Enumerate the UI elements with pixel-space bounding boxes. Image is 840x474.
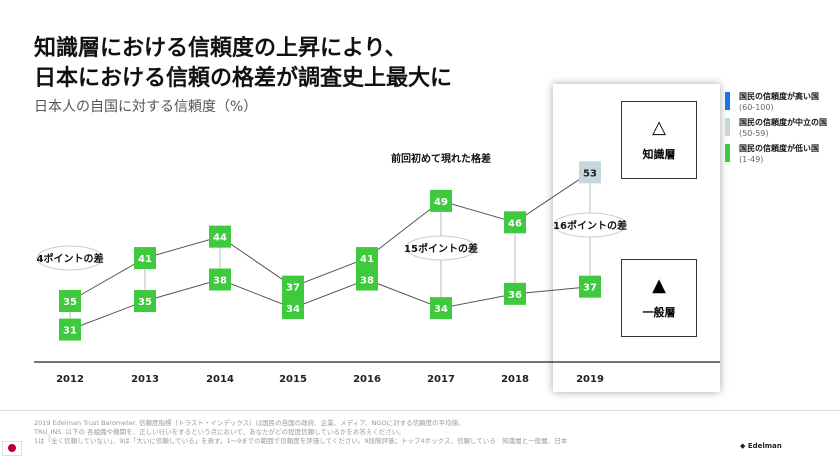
data-point: [430, 297, 452, 320]
data-point: [430, 189, 452, 212]
data-label: 46: [508, 218, 522, 229]
gap-annotation: 15ポイントの差: [404, 242, 478, 255]
data-label: 34: [434, 304, 448, 315]
data-point: [59, 318, 81, 341]
title-line-2: 日本における信頼の格差が調査史上最大に: [34, 66, 453, 91]
data-label: 35: [138, 297, 152, 308]
logo-text: Edelman: [747, 442, 782, 450]
legend-label: 国民の信頼度が低い国: [739, 144, 819, 153]
data-point: [134, 247, 156, 270]
series-line-1: [69, 279, 591, 331]
legend-item: 国民の信頼度が中立の国 (50-59): [725, 117, 827, 139]
x-tick-label: 2016: [353, 374, 381, 385]
informed-label: 知識層: [642, 148, 676, 161]
data-label: 34: [286, 304, 300, 315]
x-tick-label: 2017: [427, 374, 455, 385]
data-point: [504, 282, 526, 305]
gap-annotation-bubble: [405, 235, 477, 261]
data-label: 37: [583, 283, 597, 294]
data-point: [356, 247, 378, 270]
x-tick-label: 2019: [576, 374, 604, 385]
data-point: [579, 275, 601, 298]
data-label: 44: [213, 233, 227, 244]
x-tick-label: 2013: [131, 374, 159, 385]
data-label: 53: [583, 168, 597, 179]
data-label: 49: [434, 197, 448, 208]
legend-label: 国民の信頼度が高い国: [739, 92, 819, 101]
footnote-line: 1は「全く信頼していない」、9は「大いに信頼している」を表す。1～9までの範囲で…: [34, 437, 568, 445]
title-line-1: 知識層における信頼度の上昇により、: [34, 36, 407, 61]
data-point: [579, 161, 601, 184]
gap-annotation: 4ポイントの差: [37, 252, 104, 265]
first-gap-annotation: 前回初めて現れた格差: [391, 152, 491, 165]
x-tick-label: 2015: [279, 374, 307, 385]
data-point: [282, 297, 304, 320]
data-point: [356, 268, 378, 291]
general-label: 一般層: [642, 306, 676, 319]
triangle-outline-icon: △: [652, 117, 666, 138]
data-point: [504, 211, 526, 234]
page-title: 知識層における信頼度の上昇により、日本における信頼の格差が調査史上最大に: [34, 34, 452, 94]
legend-swatch: [725, 118, 730, 136]
line-chart: 2012 2013 2014 2015 2016 2017 2018 2019 35 41 44 37…: [34, 152, 720, 385]
footer: 2019 Edelman Trust Barometer. 信頼度指標（トラスト…: [0, 410, 840, 474]
data-point: [59, 290, 81, 312]
footnote: 2019 Edelman Trust Barometer. 信頼度指標（トラスト…: [34, 419, 567, 446]
legend-item: 国民の信頼度が低い国 (1-49): [725, 143, 819, 165]
footnote-line: 2019 Edelman Trust Barometer. 信頼度指標（トラスト…: [34, 419, 465, 427]
data-label: 37: [286, 283, 300, 294]
x-tick-label: 2014: [206, 374, 234, 385]
triangle-filled-icon: ▲: [652, 275, 666, 296]
legend-range: (60-100): [739, 103, 774, 112]
data-label: 35: [63, 297, 77, 308]
gap-annotation: 16ポイントの差: [553, 219, 627, 232]
subtitle: 日本人の自国に対する信頼度（%）: [34, 99, 258, 115]
data-point: [209, 225, 231, 248]
legend-range: (1-49): [739, 155, 764, 164]
gap-annotation-bubble: [36, 245, 104, 271]
gap-annotation-bubble: [553, 212, 627, 238]
data-point: [282, 275, 304, 298]
series-line-0: [69, 171, 591, 302]
legend-label: 国民の信頼度が中立の国: [739, 118, 827, 127]
edelman-logo: ◆ Edelman: [740, 442, 782, 450]
informed-group-box: △ 知識層: [621, 101, 697, 179]
data-label: 36: [508, 290, 522, 301]
legend-item: 国民の信頼度が高い国 (60-100): [725, 91, 819, 113]
data-label: 41: [360, 254, 374, 265]
data-label: 31: [63, 326, 77, 337]
data-label: 41: [138, 254, 152, 265]
legend-swatch: [725, 92, 730, 110]
data-point: [209, 268, 231, 291]
x-tick-label: 2012: [56, 374, 84, 385]
data-label: 38: [213, 276, 227, 287]
data-label: 38: [360, 276, 374, 287]
data-point: [134, 290, 156, 312]
legend-range: (50-59): [739, 129, 769, 138]
legend-swatch: [725, 144, 730, 162]
footnote-line: TRU_INS. 以下の 各組織や機関を、正しい行いをするという点において、あな…: [34, 428, 405, 436]
japan-flag-icon: [2, 441, 22, 456]
general-group-box: ▲ 一般層: [621, 259, 697, 337]
x-tick-label: 2018: [501, 374, 529, 385]
